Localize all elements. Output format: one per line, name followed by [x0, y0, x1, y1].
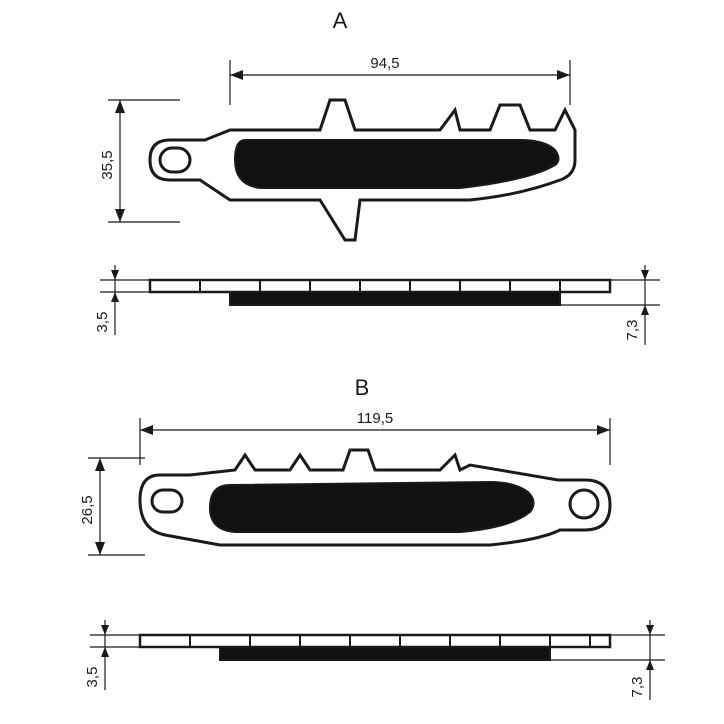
dim-a-side-left: 3,5: [94, 265, 150, 335]
dim-b-side-right: 7,3: [550, 620, 665, 700]
pad-a-side: [150, 280, 610, 305]
dim-b-side-right-label: 7,3: [629, 677, 646, 698]
dim-b-side-left: 3,5: [84, 620, 140, 690]
dim-a-side-left-label: 3,5: [94, 312, 111, 333]
dim-a-side-right: 7,3: [560, 265, 660, 345]
dim-a-side-right-label: 7,3: [624, 320, 641, 341]
dim-a-width: 94,5: [230, 55, 570, 105]
pad-b-side: [140, 635, 610, 660]
dim-b-height-label: 26,5: [79, 495, 96, 524]
dim-a-height-label: 35,5: [99, 150, 116, 179]
section-b-label: B: [355, 375, 370, 400]
pad-a-top: [150, 100, 575, 240]
dim-b-side-left-label: 3,5: [84, 667, 101, 688]
dim-b-width: 119,5: [140, 410, 610, 465]
pad-b-top: [140, 450, 610, 545]
section-a-label: A: [333, 8, 348, 33]
dim-b-width-label: 119,5: [357, 410, 393, 427]
drawing-canvas: A 94,5 35,5: [0, 0, 724, 724]
dim-a-width-label: 94,5: [370, 55, 399, 72]
dim-b-height: 26,5: [79, 458, 145, 555]
